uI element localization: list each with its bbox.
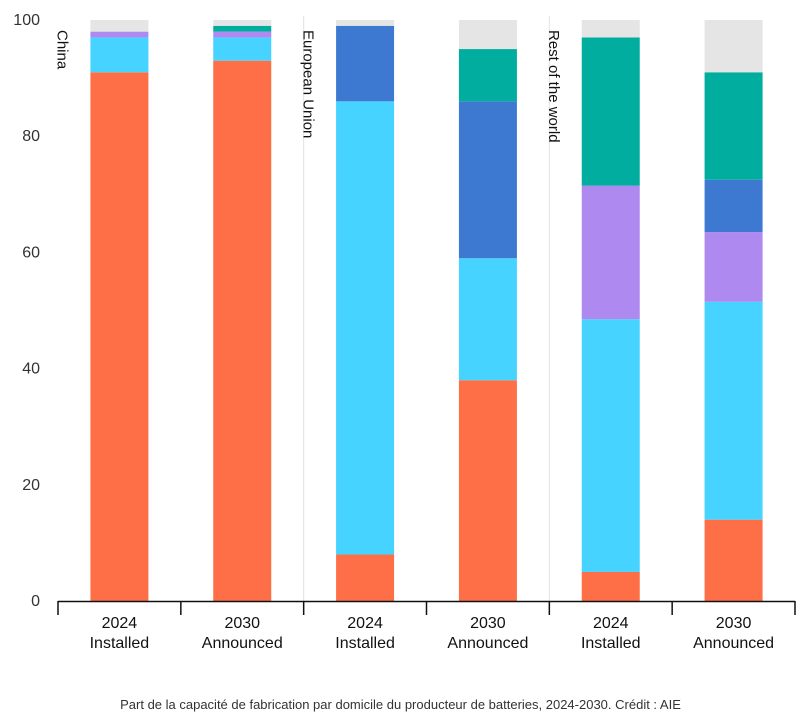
- bar-segment: [581, 20, 640, 38]
- x-tick-status-label: Announced: [447, 635, 528, 652]
- y-tick-label: 100: [13, 12, 40, 29]
- region-label: China: [54, 30, 71, 70]
- x-tick-year-label: 2030: [470, 615, 506, 632]
- x-tick-year-label: 2030: [716, 615, 752, 632]
- bar-segment: [336, 554, 395, 601]
- bar-segment: [581, 319, 640, 572]
- bar-segment: [704, 72, 763, 180]
- x-tick-status-label: Announced: [202, 635, 283, 652]
- x-tick-status-label: Installed: [90, 635, 150, 652]
- x-tick-year-label: 2024: [347, 615, 383, 632]
- bar-segment: [704, 301, 763, 520]
- x-tick-status-label: Installed: [581, 635, 641, 652]
- bar-segment: [90, 37, 149, 73]
- x-tick-year-label: 2024: [102, 615, 138, 632]
- y-tick-label: 80: [22, 128, 40, 145]
- bar-segment: [336, 20, 395, 26]
- bar-segment: [458, 49, 517, 102]
- bar-segment: [704, 179, 763, 233]
- bar-segment: [90, 20, 149, 32]
- bar-segment: [458, 380, 517, 601]
- y-tick-label: 60: [22, 244, 40, 261]
- y-tick-label: 20: [22, 477, 40, 494]
- region-label: Rest of the world: [545, 30, 562, 143]
- bar-segment: [704, 232, 763, 302]
- bar-segment: [458, 258, 517, 381]
- bar-segment: [213, 60, 272, 602]
- bar-segment: [336, 25, 395, 102]
- bar-segment: [336, 101, 395, 555]
- y-tick-label: 0: [31, 593, 40, 610]
- bar-segment: [213, 31, 272, 38]
- bar-segment: [90, 72, 149, 602]
- bar-segment: [213, 25, 272, 32]
- bar-segment: [581, 185, 640, 320]
- chart-caption: Part de la capacité de fabrication par d…: [120, 697, 681, 712]
- bar-segment: [704, 20, 763, 73]
- bar-segment: [90, 31, 149, 38]
- x-tick-status-label: Announced: [693, 635, 774, 652]
- y-tick-label: 40: [22, 361, 40, 378]
- bar-segment: [213, 20, 272, 26]
- bar-segment: [704, 519, 763, 601]
- region-label: European Union: [299, 30, 316, 138]
- x-tick-status-label: Installed: [335, 635, 395, 652]
- bar-segment: [458, 101, 517, 259]
- bar-segment: [581, 571, 640, 601]
- x-tick-year-label: 2030: [224, 615, 260, 632]
- bar-segment: [458, 20, 517, 50]
- bar-segment: [213, 37, 272, 61]
- x-tick-year-label: 2024: [593, 615, 629, 632]
- bar-segment: [581, 37, 640, 186]
